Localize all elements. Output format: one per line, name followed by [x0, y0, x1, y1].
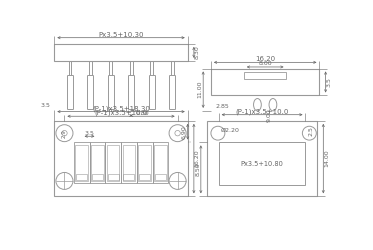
Bar: [107, 174, 119, 180]
Text: (P-1)x3.5+10.0: (P-1)x3.5+10.0: [94, 110, 148, 116]
Text: 8.30: 8.30: [194, 46, 200, 59]
Bar: [139, 174, 150, 180]
Bar: [138, 145, 151, 181]
Text: 2.5: 2.5: [308, 126, 313, 136]
Bar: [105, 142, 121, 183]
Bar: [54, 44, 188, 61]
Text: (P-1)x3.5+10.0: (P-1)x3.5+10.0: [235, 108, 289, 115]
Text: 6.90: 6.90: [182, 125, 187, 138]
Bar: [75, 145, 88, 181]
Text: 8.00: 8.00: [258, 62, 272, 66]
Text: 16.20: 16.20: [194, 150, 200, 168]
Text: 8.50: 8.50: [195, 162, 200, 176]
Bar: [91, 145, 104, 181]
Text: 3.5: 3.5: [326, 77, 331, 87]
Text: Ø2.20: Ø2.20: [221, 128, 240, 133]
Bar: [153, 142, 168, 183]
Bar: [107, 145, 119, 181]
Bar: [155, 174, 166, 180]
Text: 9.00: 9.00: [267, 108, 272, 122]
Bar: [54, 121, 188, 196]
Bar: [123, 174, 134, 180]
Text: Px3.5+10.80: Px3.5+10.80: [241, 160, 283, 166]
Text: 14.00: 14.00: [324, 150, 329, 168]
Text: 11.00: 11.00: [198, 81, 203, 98]
Text: 2.85: 2.85: [216, 104, 229, 110]
Bar: [219, 142, 305, 185]
Text: 3.5: 3.5: [85, 131, 94, 136]
Bar: [121, 142, 137, 183]
Text: Px3.5+10.30: Px3.5+10.30: [98, 32, 144, 38]
Text: 2.9: 2.9: [62, 129, 67, 138]
Bar: [76, 174, 87, 180]
Bar: [90, 142, 105, 183]
Bar: [92, 174, 103, 180]
Bar: [74, 142, 90, 183]
Bar: [123, 145, 135, 181]
Bar: [137, 142, 153, 183]
Text: 3.5: 3.5: [41, 103, 50, 108]
Bar: [154, 145, 167, 181]
Text: 0.80: 0.80: [135, 112, 149, 116]
Bar: [244, 72, 286, 79]
Bar: [211, 68, 319, 96]
Text: (P-1)x3.5+18.30: (P-1)x3.5+18.30: [92, 105, 150, 112]
Bar: [207, 121, 317, 196]
Text: 16.20: 16.20: [255, 56, 275, 62]
